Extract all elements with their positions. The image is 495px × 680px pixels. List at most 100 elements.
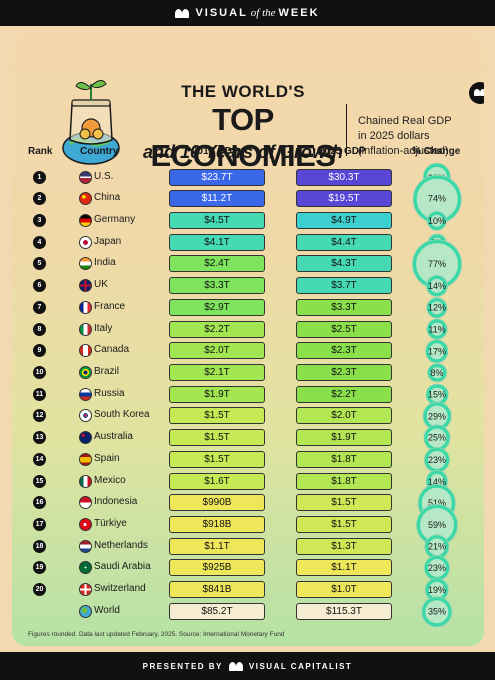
subtitle-line-2: in 2025 dollars [358,130,430,142]
country-name: Saudi Arabia [94,561,151,573]
mexico-flag-icon [79,474,92,488]
pct-change-bubble: 23% [424,556,450,581]
plant-money-jar-globe-icon [62,80,120,165]
france-flag-icon [79,300,92,314]
india-flag-icon [79,257,92,271]
gdp-2025-bar: $1.0T [296,581,392,599]
table-row: 14 Spain $1.5T $1.8T 23% [0,447,495,472]
pct-change-bubble: 17% [426,340,448,362]
us-flag-icon [79,170,92,184]
title-line-2: TOP ECONOMIES [150,102,336,173]
switzerland-flag-icon [79,583,92,597]
rank-badge: 1 [33,170,46,184]
title-divider [346,104,347,156]
pct-change-bubble: 11% [427,319,447,339]
gdp-2015-bar: $3.3T [169,277,265,295]
gdp-2025-bar: $4.4T [296,233,392,251]
gdp-2025-bar: $2.2T [296,385,392,403]
country-name: South Korea [94,409,150,421]
header-country: Country [80,146,119,157]
gdp-2025-bar: $1.1T [296,559,392,577]
russia-flag-icon [79,387,92,401]
table-row: 7 France $2.9T $3.3T 12% [0,297,495,319]
saudi-arabia-flag-icon [79,561,92,575]
pct-change-bubble: 12% [427,298,447,318]
spain-flag-icon [79,452,92,466]
gdp-2015-bar: $2.4T [169,255,265,273]
visual-capitalist-logo-icon [175,8,190,18]
japan-flag-icon [79,235,92,249]
presented-by-label: PRESENTED BY [142,661,223,671]
gdp-2015-bar: $1.1T [169,537,265,555]
gdp-2015-bar: $1.5T [169,407,265,425]
country-name: Australia [94,431,133,443]
visual-capitalist-logo-icon [228,661,243,671]
pct-change-bubble: 14% [426,275,448,297]
rank-badge: 6 [33,279,46,293]
gdp-2025-bar: $2.3T [296,342,392,360]
australia-flag-icon [79,431,92,445]
rank-badge: 4 [33,235,46,249]
table-row: 11 Russia $1.9T $2.2T 15% [0,384,495,406]
gdp-2015-bar: $925B [169,559,265,577]
country-name: U.S. [94,170,114,182]
table-row: 3 Germany $4.5T $4.9T 10% [0,210,495,232]
table-row: 16 Indonesia $990B $1.5T 51% [0,484,495,522]
header-gdp-2015: 2015 GDP [192,146,239,157]
rank-badge: 2 [33,192,46,206]
gdp-2015-bar: $1.5T [169,429,265,447]
title-line-1: THE WORLD'S [181,82,305,101]
rank-badge: 8 [33,322,46,336]
pct-change-bubble: 35% [422,597,452,627]
title-line-3: and 10 Years of Growth [142,142,344,162]
table-row: 19 Saudi Arabia $925B $1.1T 23% [0,556,495,581]
turkiye-flag-icon [79,518,92,532]
pct-change-bubble: 15% [426,384,448,405]
rank-badge: 19 [33,561,46,575]
banner-word-visual: VISUAL [195,7,248,19]
country-name: Russia [94,387,125,399]
gdp-2015-bar: $4.1T [169,233,265,251]
gdp-2025-bar: $1.8T [296,450,392,468]
country-name: Germany [94,213,136,225]
country-name: UK [94,279,108,291]
rank-badge: 7 [33,300,46,314]
gdp-2025-bar: $1.9T [296,429,392,447]
table-row: 15 Mexico $1.6T $1.8T 14% [0,471,495,493]
country-name: World [94,604,120,616]
gdp-2015-bar: $85.2T [169,602,265,620]
country-name: Italy [94,322,113,334]
south-korea-flag-icon [79,409,92,423]
country-name: Switzerland [94,583,146,595]
world-globe-icon [79,604,92,618]
pct-change-bubble: 23% [424,447,450,472]
gdp-2025-bar: $2.3T [296,363,392,381]
pct-change-bubble: 8% [428,364,446,382]
germany-flag-icon [79,213,92,227]
gdp-2025-bar: $1.5T [296,494,392,512]
gdp-2015-bar: $1.9T [169,385,265,403]
rank-badge: 5 [33,257,46,271]
netherlands-flag-icon [79,539,92,553]
country-name: Mexico [94,474,126,486]
gdp-2015-bar: $841B [169,581,265,599]
rank-badge: 17 [33,518,46,532]
header-rank: Rank [28,146,53,157]
table-row: 10 Brazil $2.1T $2.3T 8% [0,362,495,384]
gdp-2015-bar: $2.0T [169,342,265,360]
table-row: 9 Canada $2.0T $2.3T 17% [0,340,495,362]
table-row: World $85.2T $115.3T 35% [0,597,495,627]
banner-word-week: WEEK [278,7,320,19]
gdp-2015-bar: $23.7T [169,168,265,186]
uk-flag-icon [79,279,92,293]
table-row: 20 Switzerland $841B $1.0T 19% [0,578,495,602]
table-row: 17 Türkiye $918B $1.5T 59% [0,504,495,545]
rank-badge: 18 [33,539,46,553]
country-name: India [94,257,116,269]
rank-badge: 3 [33,213,46,227]
footnote: Figures rounded. Data last updated Febru… [28,631,285,638]
gdp-2015-bar: $1.5T [169,450,265,468]
table-row: 18 Netherlands $1.1T $1.3T 21% [0,534,495,559]
gdp-2025-bar: $2.5T [296,320,392,338]
country-name: Türkiye [94,518,127,530]
